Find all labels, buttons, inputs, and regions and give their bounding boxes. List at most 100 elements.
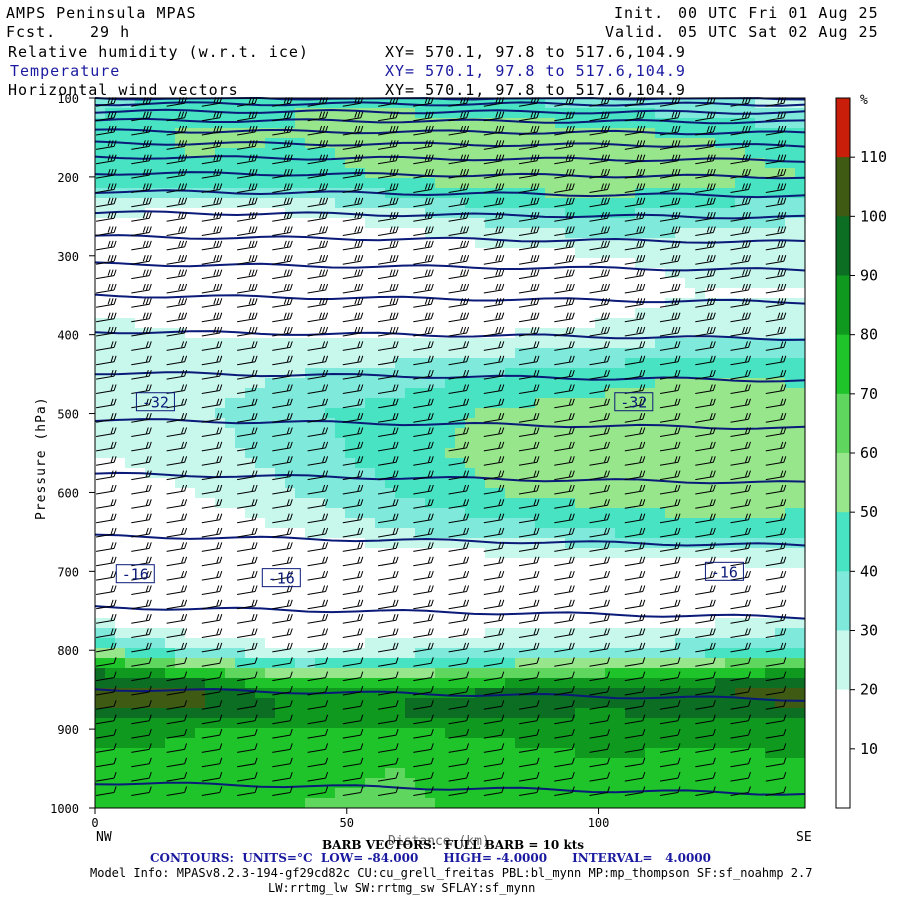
rh-cell [395,428,406,439]
rh-cell [535,378,546,389]
rh-cell [115,448,126,459]
rh-cell [445,178,456,189]
rh-cell [165,498,176,509]
rh-cell [525,398,536,409]
rh-cell [285,268,296,279]
rh-cell [245,438,256,449]
rh-cell [125,128,136,139]
rh-cell [305,588,316,599]
rh-cell [265,408,276,419]
rh-cell [495,448,506,459]
rh-cell [645,628,656,639]
rh-cell [295,518,306,529]
rh-cell [415,798,426,809]
rh-cell [505,698,516,709]
rh-cell [765,768,776,779]
rh-cell [475,178,486,189]
rh-cell [505,758,516,769]
rh-cell [785,188,796,199]
rh-cell [435,488,446,499]
rh-cell [395,678,406,689]
rh-cell [515,178,526,189]
rh-cell [745,428,756,439]
rh-cell [625,428,636,439]
rh-cell [455,548,466,559]
rh-cell [415,698,426,709]
rh-cell [325,518,336,529]
rh-cell [225,488,236,499]
rh-cell [355,208,366,219]
rh-cell [605,228,616,239]
rh-cell [575,408,586,419]
rh-cell [255,128,266,139]
rh-cell [455,628,466,639]
rh-cell [235,518,246,529]
rh-cell [245,398,256,409]
rh-cell [125,278,136,289]
rh-cell [415,338,426,349]
rh-cell [155,668,166,679]
rh-cell [375,458,386,469]
rh-cell [635,638,646,649]
rh-cell [455,568,466,579]
rh-cell [755,698,766,709]
rh-cell [515,478,526,489]
rh-cell [265,118,276,129]
rh-cell [545,498,556,509]
rh-cell [165,688,176,699]
rh-cell [485,718,496,729]
rh-cell [695,568,706,579]
rh-cell [545,158,556,169]
rh-cell [125,308,136,319]
rh-cell [765,748,776,759]
rh-cell [155,358,166,369]
rh-cell [455,268,466,279]
rh-cell [685,288,696,299]
rh-cell [725,518,736,529]
rh-cell [505,148,516,159]
rh-cell [245,568,256,579]
rh-cell [535,208,546,219]
rh-cell [695,788,706,799]
rh-cell [165,118,176,129]
rh-cell [305,538,316,549]
rh-cell [365,778,376,789]
rh-cell [625,608,636,619]
rh-cell [295,298,306,309]
rh-cell [475,628,486,639]
rh-cell [455,448,466,459]
rh-cell [775,508,786,519]
rh-cell [695,528,706,539]
rh-cell [375,508,386,519]
rh-cell [535,288,546,299]
rh-cell [105,798,116,809]
rh-cell [635,138,646,149]
rh-cell [345,178,356,189]
rh-cell [785,678,796,689]
rh-cell [395,198,406,209]
rh-cell [245,298,256,309]
rh-cell [325,138,336,149]
rh-cell [155,538,166,549]
rh-cell [445,148,456,159]
rh-cell [675,458,686,469]
rh-cell [595,668,606,679]
rh-cell [405,478,416,489]
rh-cell [355,358,366,369]
rh-cell [665,778,676,789]
rh-cell [585,708,596,719]
rh-cell [325,798,336,809]
rh-cell [325,308,336,319]
rh-cell [755,778,766,789]
rh-cell [255,168,266,179]
rh-cell [675,588,686,599]
rh-cell [775,278,786,289]
rh-cell [685,528,696,539]
rh-cell [265,468,276,479]
rh-cell [775,388,786,399]
rh-cell [725,498,736,509]
rh-cell [265,718,276,729]
rh-cell [685,398,696,409]
rh-cell [625,218,636,229]
rh-cell [755,398,766,409]
